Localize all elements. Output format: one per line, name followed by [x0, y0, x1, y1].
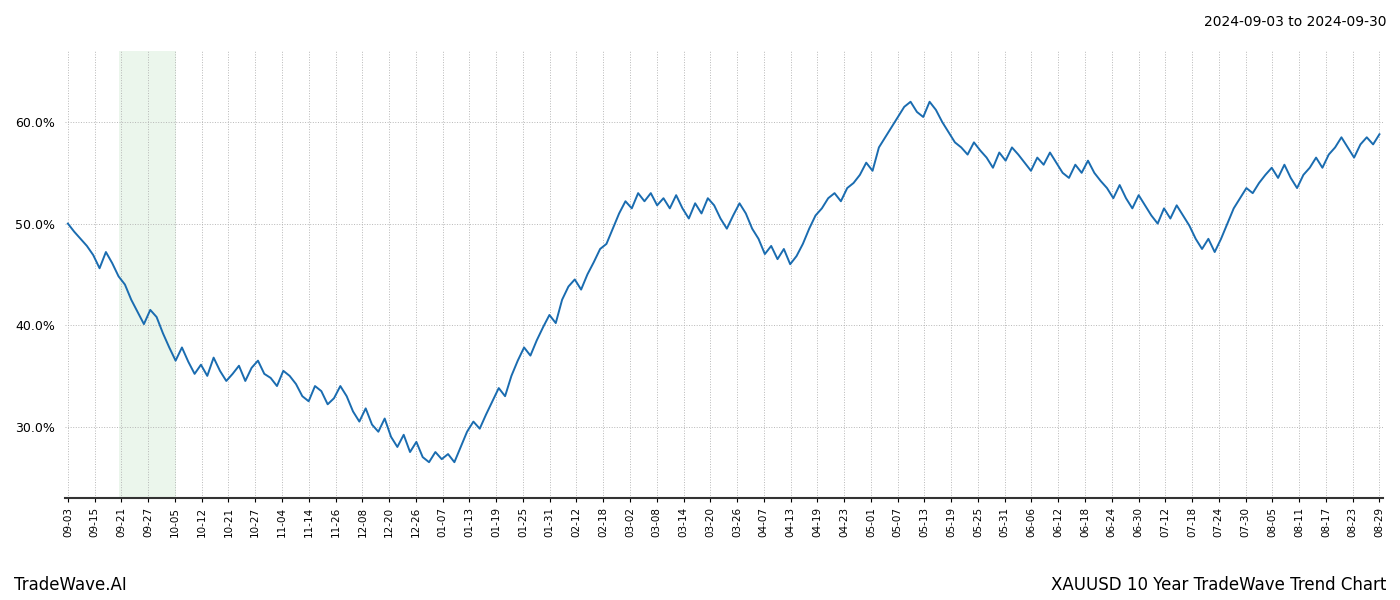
Text: 2024-09-03 to 2024-09-30: 2024-09-03 to 2024-09-30 [1204, 15, 1386, 29]
Text: TradeWave.AI: TradeWave.AI [14, 576, 127, 594]
Bar [119, 51, 175, 498]
Text: XAUUSD 10 Year TradeWave Trend Chart: XAUUSD 10 Year TradeWave Trend Chart [1050, 576, 1386, 594]
